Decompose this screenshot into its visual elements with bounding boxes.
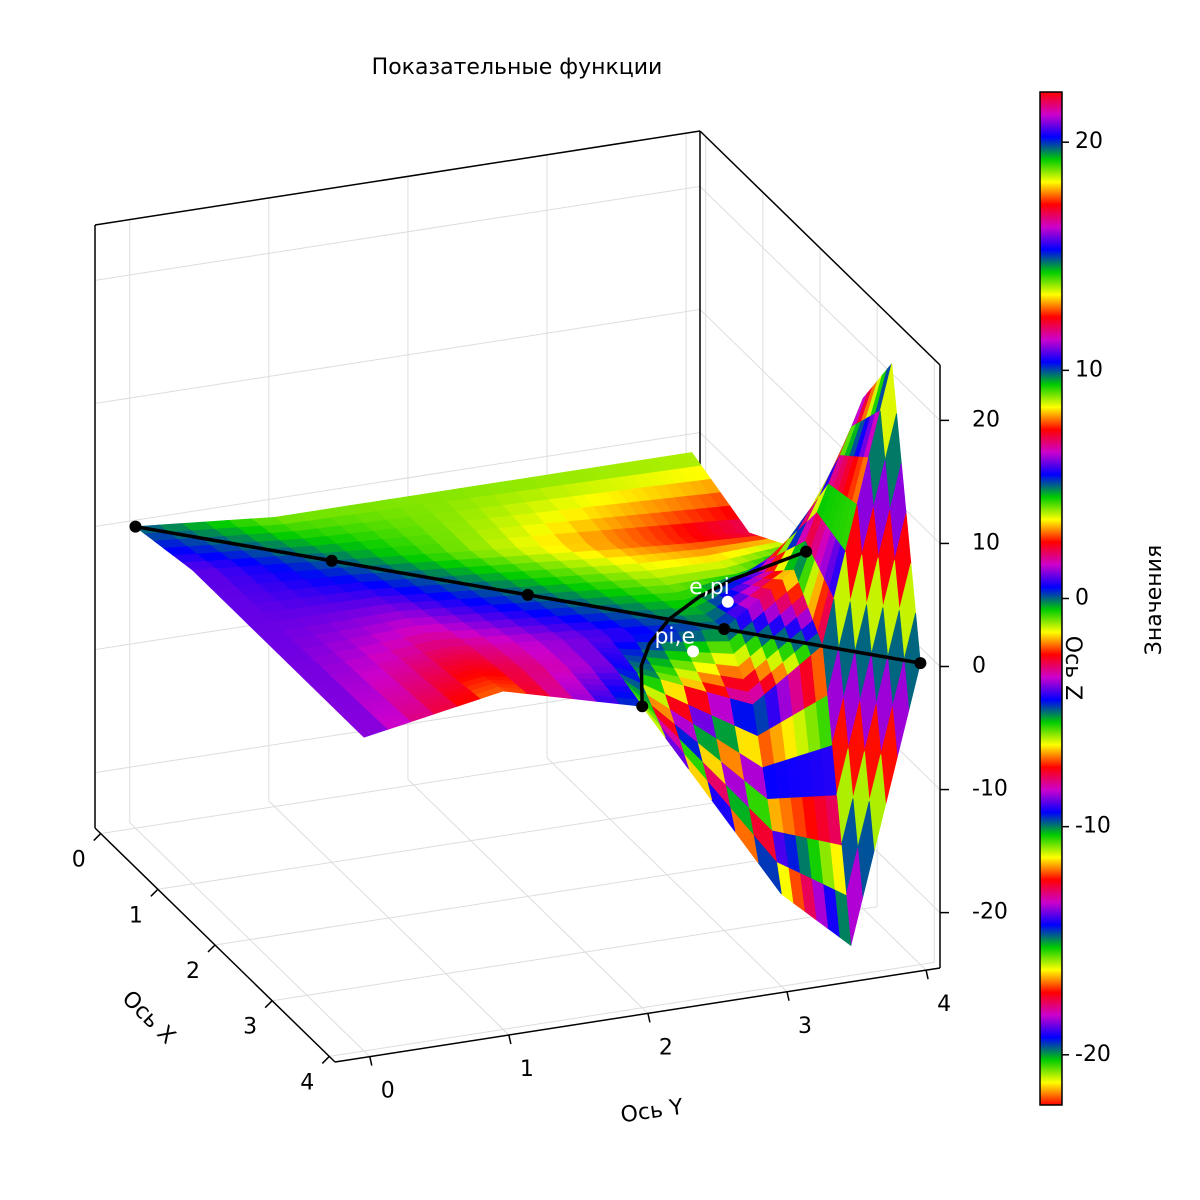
line-marker [521, 588, 534, 601]
x-tick-label: 3 [243, 1015, 257, 1040]
frame-edge [699, 130, 941, 366]
grid-line [94, 185, 701, 281]
line-marker [800, 545, 813, 558]
grid-line [272, 906, 878, 1002]
colorbar-tick-label: 0 [1075, 586, 1089, 611]
point-label: e,pi [689, 575, 730, 600]
line-marker [718, 622, 731, 635]
point-label: pi,e [654, 624, 695, 649]
line-marker [636, 700, 649, 713]
axis-line [334, 967, 941, 1063]
line-marker [129, 520, 142, 533]
line-marker [914, 657, 927, 670]
tick-mark [786, 991, 790, 1001]
frame-edge [94, 130, 701, 226]
grid-line [129, 822, 371, 1057]
grid-line [94, 432, 701, 527]
tick-mark [508, 1034, 512, 1045]
surface-patch [358, 724, 388, 738]
tick-mark [925, 969, 929, 980]
y-tick-label: 3 [798, 1014, 812, 1039]
x-tick-label: 2 [186, 959, 200, 984]
grid-line [546, 757, 788, 993]
y-tick-label: 1 [520, 1057, 534, 1082]
x-tick-label: 4 [300, 1070, 314, 1095]
y-tick-label: 4 [937, 992, 951, 1017]
colorbar-tick-label: 10 [1075, 357, 1103, 382]
tick-mark [369, 1056, 373, 1066]
line [639, 550, 807, 707]
y-tick-label: 2 [659, 1035, 673, 1060]
colorbar-label: Значения [1142, 545, 1167, 655]
grid-line [214, 850, 821, 946]
z-tick-label: 0 [972, 654, 986, 679]
y-tick-label: 0 [381, 1079, 395, 1104]
tick-mark [321, 1055, 330, 1064]
z-tick-label: 10 [972, 530, 1000, 555]
grid-line [157, 794, 763, 890]
x-tick-label: 1 [129, 903, 143, 928]
grid-line [94, 308, 701, 404]
tick-mark [207, 944, 216, 953]
tick-mark [647, 1013, 651, 1023]
colorbar-tick-label: -10 [1075, 814, 1111, 839]
colorbar-tick-label: -20 [1075, 1042, 1111, 1067]
x-tick-label: 0 [72, 848, 86, 873]
grid-line [100, 739, 706, 835]
colorbar-tick-label: 20 [1075, 129, 1103, 154]
grid-line [268, 800, 510, 1036]
colorbar [1039, 91, 1063, 1106]
grid-line [329, 961, 935, 1057]
tick-mark [93, 833, 102, 842]
tick-mark [264, 1000, 273, 1009]
grid-line [407, 779, 649, 1014]
line-marker [325, 554, 338, 567]
point [687, 645, 700, 658]
z-tick-label: -10 [972, 777, 1008, 802]
point [721, 595, 734, 608]
tick-mark [150, 888, 159, 897]
z-tick-label: 20 [972, 407, 1000, 432]
z-tick-label: -20 [972, 900, 1008, 925]
z-axis-label: Ось Z [1060, 636, 1085, 700]
chart-title: Показательные функции [372, 55, 663, 80]
grid-line [699, 186, 941, 421]
